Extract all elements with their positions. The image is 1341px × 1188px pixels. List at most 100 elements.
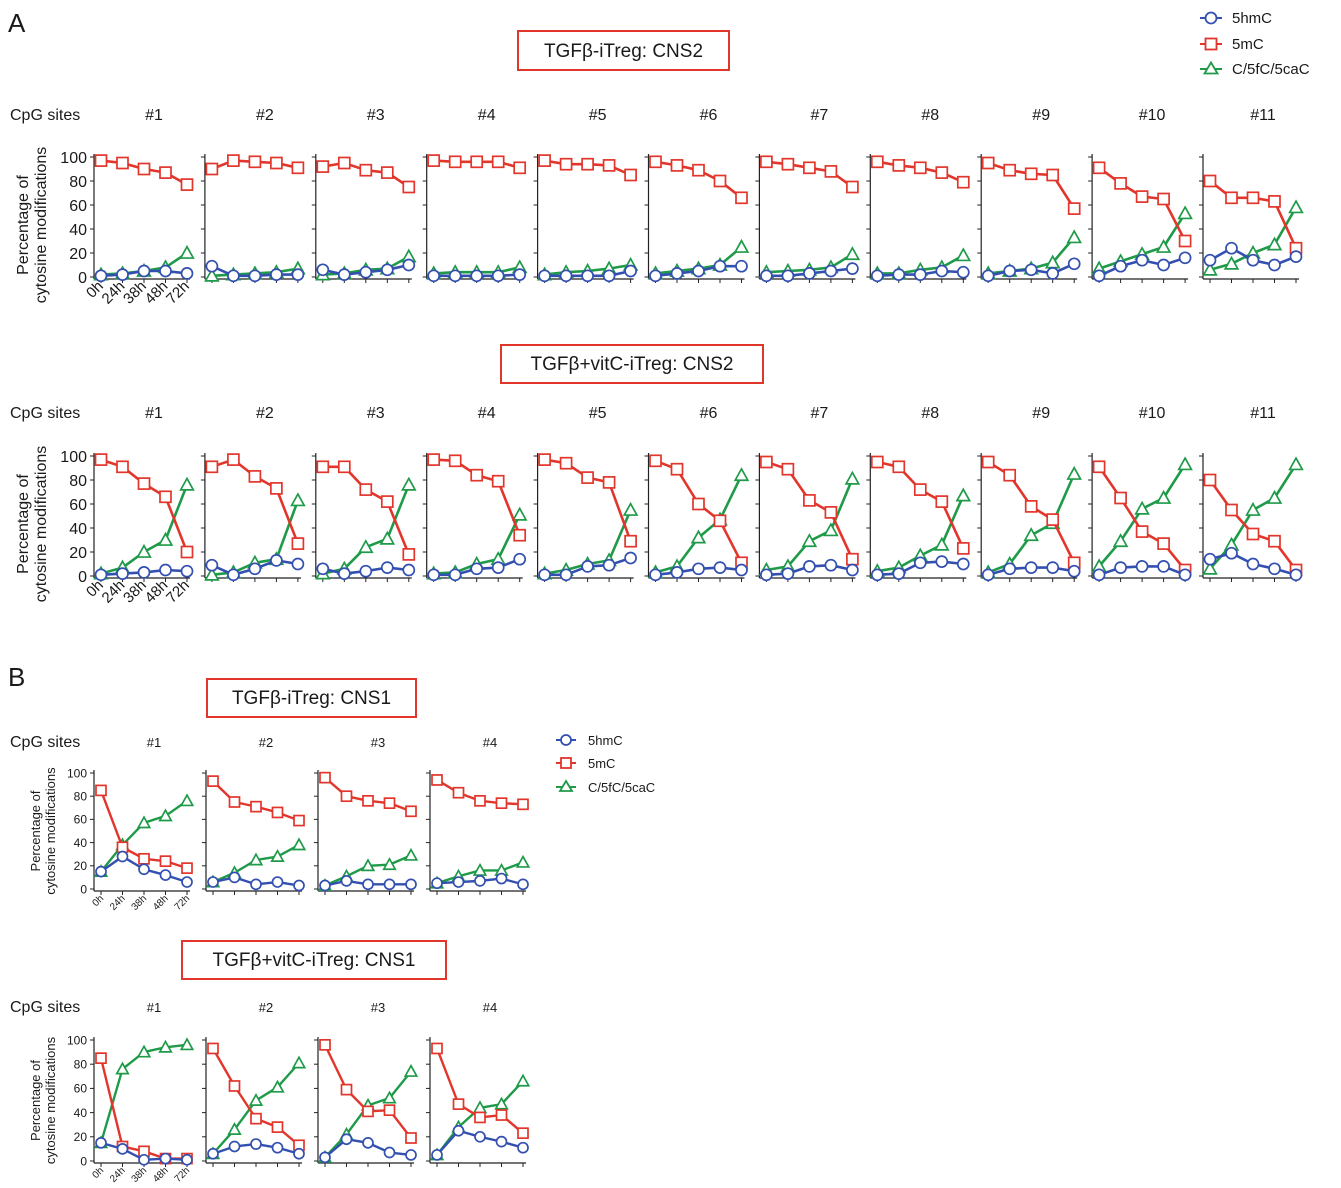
data-point-5hmc xyxy=(291,557,305,571)
data-point-5hmc xyxy=(981,269,995,283)
series-line-5mc xyxy=(655,459,743,564)
data-point-5hmc xyxy=(1157,258,1170,272)
data-point-5mc xyxy=(452,786,465,799)
data-point-5hmc xyxy=(116,850,129,863)
x-tick-label: 38h xyxy=(130,893,150,913)
data-point-5hmc xyxy=(1092,269,1106,283)
data-point-5hmc xyxy=(602,269,616,283)
legend-top-5hmc: 5hmC xyxy=(1200,10,1272,27)
data-point-5hmc xyxy=(538,568,551,582)
data-point-c5fc5cac xyxy=(1288,199,1304,214)
data-point-5mc xyxy=(227,453,240,466)
y-tick-label: 0 xyxy=(80,1154,87,1168)
y-tick-label: 20 xyxy=(74,859,88,873)
data-point-c5fc5cac xyxy=(844,246,861,261)
series-line-c5fc5cac xyxy=(99,1043,188,1144)
data-point-c5fc5cac xyxy=(379,530,396,545)
facet-a1-2: #2 xyxy=(200,107,306,283)
panel-title-b2: TGFβ+vitC-iTreg: CNS1 xyxy=(213,950,416,971)
data-point-5hmc xyxy=(474,875,486,887)
data-point-5hmc xyxy=(383,1146,396,1159)
data-point-c5fc5cac xyxy=(270,1079,285,1093)
data-point-5mc xyxy=(559,456,573,470)
data-point-5mc xyxy=(1092,161,1106,175)
data-point-5mc xyxy=(1003,163,1017,177)
data-point-5hmc xyxy=(337,567,351,580)
data-point-5hmc xyxy=(227,568,240,582)
panel-title-box-b2 xyxy=(181,940,447,980)
y-axis-title-line2-b2: cytosine modifications xyxy=(43,1036,58,1164)
facet-a2-7: #7 xyxy=(755,405,861,582)
data-point-5mc xyxy=(760,155,773,169)
data-point-5hmc xyxy=(359,265,373,279)
data-point-c5fc5cac xyxy=(179,244,195,259)
x-tick-label: 0h xyxy=(90,893,106,909)
data-point-5hmc xyxy=(340,1133,353,1146)
facet-a2-2: #2 xyxy=(200,405,306,582)
data-point-5mc xyxy=(270,482,283,495)
legend-b-5mc: 5mC xyxy=(556,756,615,771)
data-point-5mc xyxy=(581,471,594,484)
data-point-5mc xyxy=(803,161,816,175)
series-line-c5fc5cac xyxy=(655,474,743,574)
data-point-5mc xyxy=(340,1083,353,1096)
data-point-5mc xyxy=(1178,234,1192,248)
data-point-5hmc xyxy=(431,1149,443,1161)
data-point-5mc xyxy=(116,460,129,474)
data-point-5hmc xyxy=(846,563,859,577)
series-line-5mc xyxy=(1209,179,1298,249)
y-axis-title-a1: Percentage ofcytosine modifications xyxy=(15,147,50,304)
series-line-5mc xyxy=(1098,166,1187,242)
y-axis-title-line1-a1: Percentage of xyxy=(15,175,32,275)
data-point-c5fc5cac xyxy=(955,487,972,502)
legend-b: 5hmC 5mC C/5fC/5caC xyxy=(556,733,655,795)
data-point-5mc xyxy=(431,1042,443,1055)
cpg-site-label: #9 xyxy=(1032,405,1050,422)
data-point-c5fc5cac xyxy=(382,1090,397,1104)
legend-b-c5fc5cac: C/5fC/5caC xyxy=(556,779,655,795)
data-point-5hmc xyxy=(431,877,443,890)
data-point-c5fc5cac xyxy=(934,536,950,551)
data-point-5hmc xyxy=(1289,250,1303,263)
data-point-5mc xyxy=(935,495,949,508)
data-point-5hmc xyxy=(513,552,527,566)
data-point-5hmc xyxy=(517,1141,529,1154)
data-point-5hmc xyxy=(159,1152,172,1165)
data-point-5mc xyxy=(692,497,705,511)
y-tick-label: 100 xyxy=(67,766,87,780)
data-point-5mc xyxy=(1067,202,1081,215)
data-point-5mc xyxy=(538,154,551,167)
cpg-site-label: #5 xyxy=(589,107,607,124)
data-point-5hmc xyxy=(491,269,505,283)
legend-top-c5fc5cac: C/5fC/5caC xyxy=(1200,60,1310,78)
x-tick-label: 72h xyxy=(163,577,193,607)
data-point-5mc xyxy=(892,460,906,474)
facet-a1-11: #11 xyxy=(1199,107,1304,283)
y-axis-title-line2-b1: cytosine modifications xyxy=(43,767,58,895)
data-point-5mc xyxy=(205,162,219,176)
data-point-c5fc5cac xyxy=(403,847,419,861)
data-point-c5fc5cac xyxy=(157,531,174,546)
data-point-5hmc xyxy=(402,258,416,272)
x-tick-label: 24h xyxy=(108,1165,128,1185)
data-point-5hmc xyxy=(935,264,949,278)
facet-a2-9: #9 xyxy=(977,405,1082,582)
data-point-5mc xyxy=(760,455,773,469)
data-point-5hmc xyxy=(892,268,906,281)
data-point-5mc xyxy=(95,784,107,797)
data-point-c5fc5cac xyxy=(733,467,750,482)
data-point-5hmc xyxy=(270,268,283,281)
data-point-5mc xyxy=(248,155,262,169)
panel-title-b1: TGFβ-iTreg: CNS1 xyxy=(232,688,391,709)
facet-b2-1: #1 0 20 40 60 80 100 0h 24h 38h 48h 72h xyxy=(67,1000,195,1185)
data-point-5mc xyxy=(513,528,527,542)
facet-a1-6: #6 xyxy=(644,107,750,283)
data-point-5hmc xyxy=(1067,564,1081,578)
data-point-5hmc xyxy=(180,267,194,280)
data-point-5mc xyxy=(670,462,684,476)
data-point-c5fc5cac xyxy=(801,533,818,548)
facet-b1-1: #1 0 20 40 60 80 100 0h 24h 38h 48h 72h xyxy=(67,735,195,913)
y-tick-label: 40 xyxy=(74,836,88,850)
data-point-c5fc5cac xyxy=(1177,205,1193,220)
y-tick-label: 60 xyxy=(74,813,88,827)
